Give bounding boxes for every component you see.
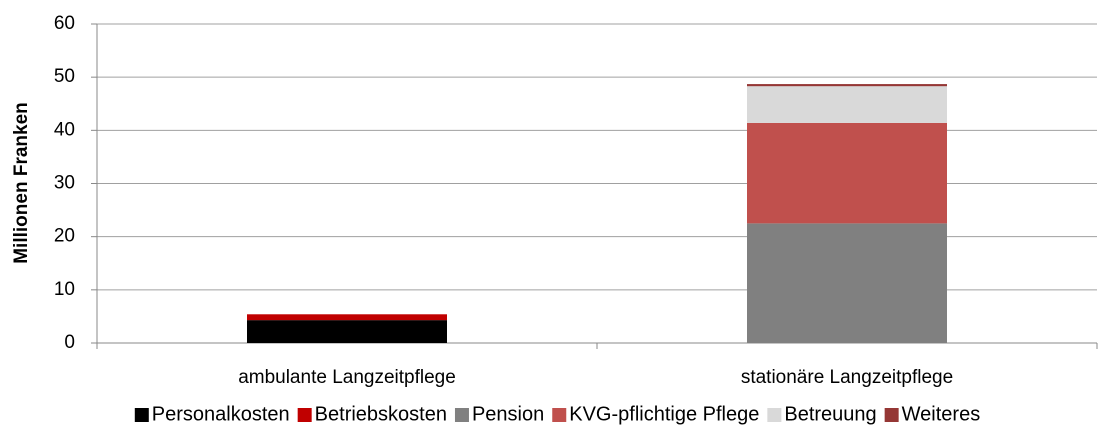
- legend-label: Personalkosten: [152, 403, 290, 425]
- legend-label: KVG-pflichtige Pflege: [569, 403, 759, 425]
- bar-segment: [247, 320, 447, 343]
- legend-label: Pension: [472, 403, 544, 425]
- legend-swatch: [552, 408, 567, 422]
- y-tick-label: 60: [54, 13, 75, 34]
- legend-swatch: [297, 408, 312, 422]
- legend-swatch: [767, 408, 782, 422]
- bar-segment: [247, 314, 447, 321]
- x-tick-label: ambulante Langzeitpflege: [238, 367, 456, 388]
- legend-label: Weiteres: [902, 403, 981, 425]
- legend-label: Betreuung: [784, 403, 876, 425]
- y-tick-label: 50: [54, 66, 75, 87]
- y-tick-label: 40: [54, 119, 75, 140]
- y-tick-label: 30: [54, 173, 75, 194]
- x-tick-label: stationäre Langzeitpflege: [741, 367, 953, 388]
- bar-segment: [747, 223, 947, 343]
- legend-swatch: [454, 408, 469, 422]
- bar-segment: [747, 84, 947, 87]
- y-axis-label: Millionen Franken: [11, 102, 32, 264]
- legend-swatch: [884, 408, 899, 422]
- y-tick-label: 0: [64, 332, 75, 353]
- bar-segment: [747, 122, 947, 224]
- y-tick-label: 20: [54, 226, 75, 247]
- legend-swatch: [134, 408, 149, 422]
- legend-label: Betriebskosten: [315, 403, 447, 425]
- bar-segment: [747, 86, 947, 123]
- y-tick-label: 10: [54, 279, 75, 300]
